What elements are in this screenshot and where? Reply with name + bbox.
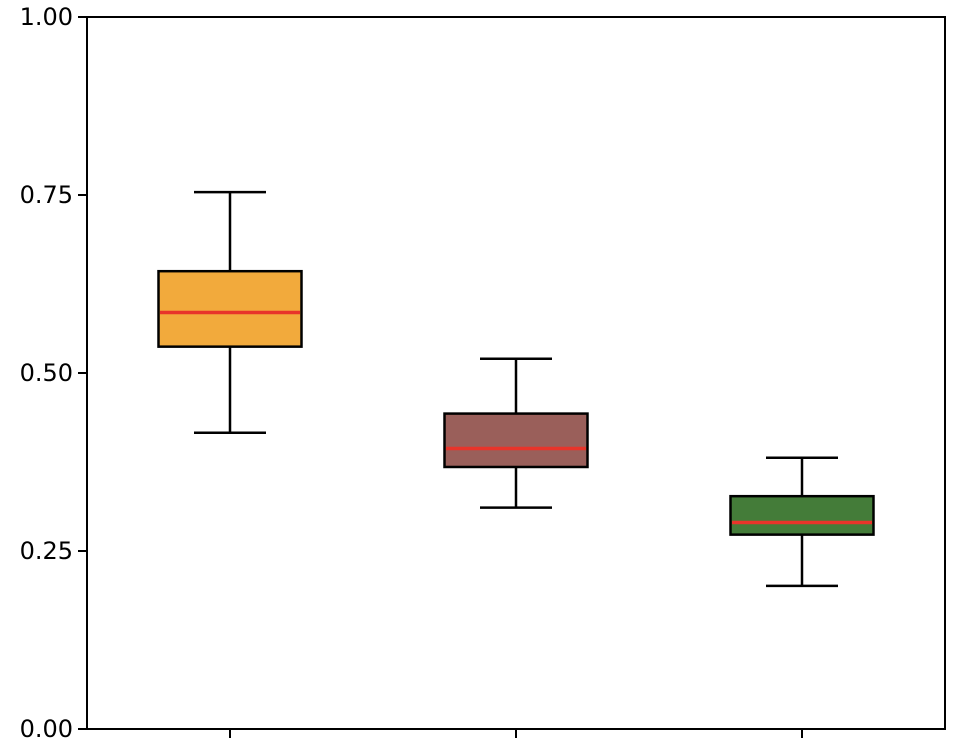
y-axis: 0.00 0.25 0.50 0.75 1.00: [20, 3, 87, 743]
y-tick-label: 0.00: [20, 715, 73, 743]
box-body: [729, 494, 875, 536]
y-tick-label: 0.25: [20, 537, 73, 565]
box-body: [443, 412, 589, 469]
y-tick-label: 0.50: [20, 359, 73, 387]
plot-frame: [86, 16, 946, 730]
boxes-layer: [157, 190, 875, 588]
box-body: [157, 269, 303, 348]
box-2: [443, 357, 589, 509]
box-1: [157, 190, 303, 435]
y-tick-label: 1.00: [20, 3, 73, 31]
x-axis: [229, 729, 803, 738]
y-tick-label: 0.75: [20, 181, 73, 209]
box-3: [729, 456, 875, 588]
